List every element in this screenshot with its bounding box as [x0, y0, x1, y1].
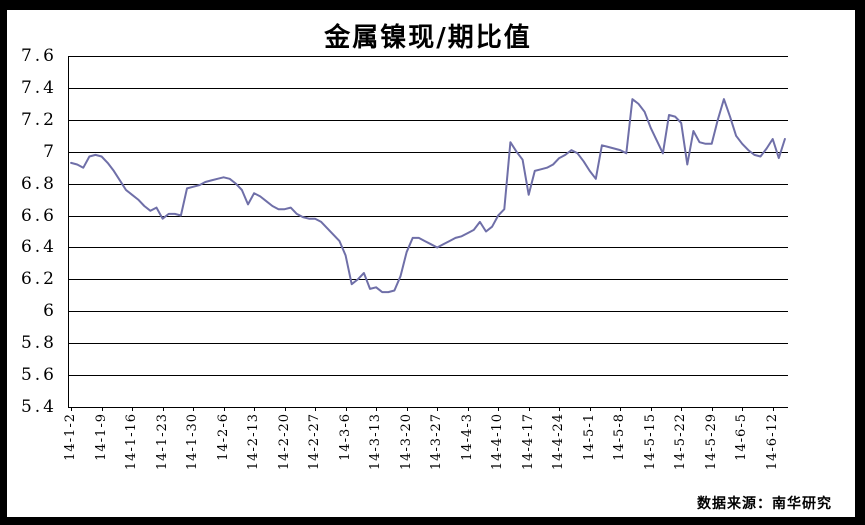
x-axis-tick-label: 14-2-13: [246, 413, 262, 471]
x-axis-tick-label: 14-1-16: [124, 413, 140, 471]
x-axis-tick-label: 14-5-1: [581, 413, 597, 461]
x-axis-tick-label: 14-1-2: [63, 413, 79, 461]
y-axis-tick-label: 6.2: [20, 269, 57, 290]
x-axis-tick-label: 14-5-29: [703, 413, 719, 471]
x-axis-tick-label: 14-4-17: [520, 413, 536, 471]
x-axis-tick-label: 14-3-13: [368, 413, 384, 471]
x-axis-tick-label: 14-5-8: [612, 413, 628, 461]
y-axis-tick-label: 6: [43, 301, 57, 322]
x-axis-tick-label: 14-2-27: [307, 413, 323, 471]
y-axis-tick-label: 5.8: [20, 333, 57, 354]
y-axis-tick-label: 6.6: [20, 205, 57, 226]
x-axis-tick-label: 14-5-15: [642, 413, 658, 471]
x-axis-tick-label: 14-1-23: [154, 413, 170, 471]
data-source-note: 数据来源：南华研究: [697, 496, 832, 512]
y-axis-tick-label: 7.6: [20, 46, 57, 66]
y-axis-tick-label: 5.4: [20, 397, 57, 417]
x-axis-tick-label: 14-3-6: [337, 413, 353, 461]
x-axis-tick-label: 14-1-30: [185, 413, 201, 471]
x-axis-tick-label: 14-6-12: [764, 413, 780, 471]
x-axis-tick-label: 14-1-9: [93, 413, 109, 461]
y-axis-tick-label: 7.2: [20, 109, 57, 130]
nickel-spot-futures-ratio-line: [70, 98, 786, 294]
y-axis-tick-label: 7: [43, 141, 57, 162]
chart-title: 金属镍现/期比值: [324, 23, 532, 53]
x-axis-tick-label: 14-3-27: [429, 413, 445, 471]
x-axis-tick-label: 14-4-24: [551, 413, 567, 471]
x-axis-tick-label: 14-2-20: [276, 413, 292, 471]
x-axis-tick-label: 14-2-6: [215, 413, 231, 461]
x-axis-tick-label: 14-6-5: [734, 413, 750, 461]
y-axis-tick-label: 5.6: [20, 365, 57, 386]
x-axis-tick-label: 14-3-20: [398, 413, 414, 471]
y-axis-tick-label: 6.8: [20, 173, 57, 194]
chart-canvas: [7, 10, 855, 517]
x-axis-tick-label: 14-4-3: [459, 413, 475, 461]
x-axis-tick-label: 14-5-22: [673, 413, 689, 471]
y-axis-tick-label: 6.4: [20, 237, 57, 258]
x-axis-tick-label: 14-4-10: [490, 413, 506, 471]
y-axis-tick-label: 7.4: [20, 77, 57, 98]
